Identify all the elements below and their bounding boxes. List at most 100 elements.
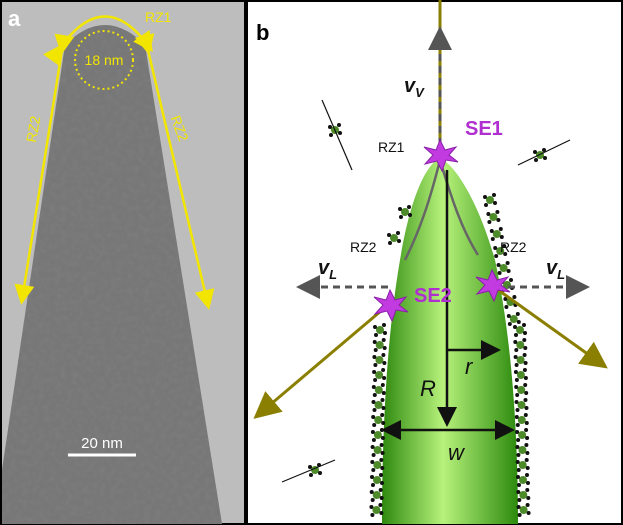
molecule xyxy=(375,401,383,409)
molecule xyxy=(381,451,385,455)
molecule xyxy=(381,421,385,425)
molecule xyxy=(515,415,519,419)
label: RZ2 xyxy=(500,239,527,255)
molecule xyxy=(517,468,521,472)
molecule xyxy=(515,363,519,367)
molecule xyxy=(379,488,383,492)
molecule xyxy=(495,210,499,214)
molecule xyxy=(370,475,374,479)
molecule xyxy=(518,431,526,439)
molecule xyxy=(523,346,527,350)
molecule xyxy=(525,458,529,462)
molecule xyxy=(520,506,528,514)
molecule xyxy=(499,227,503,231)
molecule xyxy=(515,400,519,404)
molecule xyxy=(543,156,547,160)
molecule xyxy=(498,271,502,275)
molecule xyxy=(372,453,376,457)
label: w xyxy=(448,440,466,465)
label: RZ1 xyxy=(145,9,172,25)
molecule xyxy=(374,416,382,424)
molecule xyxy=(513,340,517,344)
molecule xyxy=(516,341,524,349)
molecule xyxy=(533,150,537,154)
molecule xyxy=(518,446,526,454)
molecule xyxy=(524,361,528,365)
molecule xyxy=(379,473,383,477)
molecule xyxy=(507,269,511,273)
molecule xyxy=(371,483,375,487)
molecule xyxy=(525,451,529,455)
page: {"panel_a":{"label":"a","rz1":"RZ1","dia… xyxy=(0,0,623,525)
molecule xyxy=(486,212,490,216)
molecule xyxy=(371,445,375,449)
molecule xyxy=(523,368,527,372)
molecule xyxy=(524,428,528,432)
molecule xyxy=(513,325,517,329)
molecule xyxy=(380,496,384,500)
molecule xyxy=(508,322,512,326)
molecule xyxy=(526,503,530,507)
molecule xyxy=(512,295,516,299)
molecule xyxy=(517,386,525,394)
molecule xyxy=(509,278,513,282)
molecule xyxy=(372,370,376,374)
panel-b: b vV SE1 RZ1 RZ2 RZ2 vL vL SE2 r R w xyxy=(247,0,622,524)
molecule xyxy=(328,125,332,129)
molecule xyxy=(518,416,526,424)
molecule xyxy=(408,213,412,217)
molecule xyxy=(522,323,526,327)
molecule xyxy=(524,398,528,402)
molecule xyxy=(516,312,520,316)
molecule xyxy=(493,201,497,205)
molecule xyxy=(383,331,387,335)
panel-label: a xyxy=(8,6,21,31)
molecule xyxy=(517,505,521,509)
molecule xyxy=(491,237,495,241)
molecule xyxy=(388,241,392,245)
molecule xyxy=(376,326,384,334)
molecule xyxy=(522,338,526,342)
molecule xyxy=(382,376,386,380)
molecule xyxy=(407,205,411,209)
molecule xyxy=(525,488,529,492)
molecule xyxy=(373,461,381,469)
molecule xyxy=(373,340,377,344)
molecule xyxy=(486,196,494,204)
molecule xyxy=(497,263,501,267)
molecule xyxy=(515,378,519,382)
molecule xyxy=(518,401,526,409)
molecule xyxy=(525,406,529,410)
molecule xyxy=(493,246,497,250)
molecule xyxy=(517,498,521,502)
molecule xyxy=(373,325,377,329)
molecule xyxy=(383,346,387,350)
molecule xyxy=(517,483,521,487)
molecule xyxy=(504,305,508,309)
molecule xyxy=(372,423,376,427)
molecule xyxy=(396,231,400,235)
molecule xyxy=(370,460,374,464)
figure: a RZ1 18 nm RZ2 RZ2 20 nm b vV SE1 RZ1 R… xyxy=(0,0,623,525)
molecule xyxy=(375,386,383,394)
molecule xyxy=(382,361,386,365)
label: SE2 xyxy=(414,285,452,307)
molecule xyxy=(370,490,374,494)
molecule xyxy=(506,261,510,265)
molecule xyxy=(523,383,527,387)
molecule xyxy=(517,320,521,324)
molecule xyxy=(398,207,402,211)
molecule xyxy=(375,371,383,379)
molecule xyxy=(329,133,333,137)
molecule xyxy=(516,423,520,427)
molecule xyxy=(516,438,520,442)
molecule xyxy=(526,481,530,485)
panel-a: a RZ1 18 nm RZ2 RZ2 20 nm xyxy=(1,1,245,524)
molecule xyxy=(379,511,383,515)
molecule xyxy=(516,408,520,412)
scale-bar-label: 20 nm xyxy=(81,435,123,452)
molecule xyxy=(525,436,529,440)
molecule xyxy=(373,476,381,484)
molecule xyxy=(519,491,527,499)
molecule xyxy=(371,468,375,472)
